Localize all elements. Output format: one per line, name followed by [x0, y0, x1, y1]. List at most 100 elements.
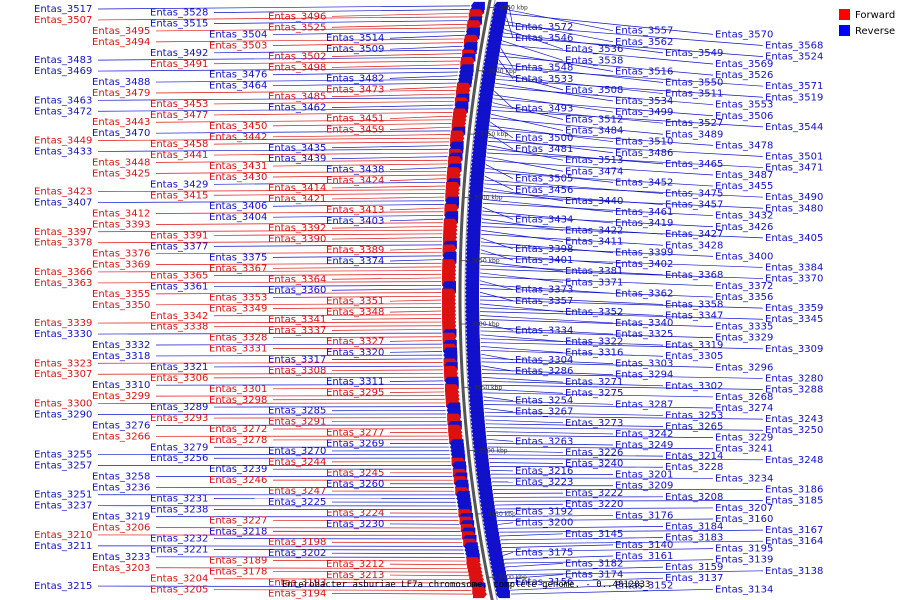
gene-label[interactable]: Entas_3401	[515, 255, 573, 266]
gene-label[interactable]: Entas_3424	[326, 176, 384, 187]
gene-label[interactable]: Entas_3526	[715, 70, 773, 81]
gene-label[interactable]: Entas_3289	[150, 402, 208, 413]
gene-label[interactable]: Entas_3348	[326, 307, 384, 318]
gene-label[interactable]: Entas_3257	[34, 461, 92, 472]
gene-label[interactable]: Entas_3562	[615, 37, 673, 48]
gene-label[interactable]: Entas_3358	[665, 299, 723, 310]
gene-label[interactable]: Entas_3174	[565, 570, 623, 581]
gene-label[interactable]: Entas_3268	[715, 392, 773, 403]
gene-label[interactable]: Entas_3224	[326, 508, 384, 519]
gene-label[interactable]: Entas_3498	[268, 62, 326, 73]
gene-label[interactable]: Entas_3248	[765, 455, 823, 466]
gene-label[interactable]: Entas_3359	[765, 303, 823, 314]
gene-label[interactable]: Entas_3350	[92, 300, 150, 311]
gene-label[interactable]: Entas_3330	[34, 329, 92, 340]
gene-label[interactable]: Entas_3227	[209, 515, 267, 526]
gene-label[interactable]: Entas_3450	[209, 121, 267, 132]
gene-label[interactable]: Entas_3295	[326, 387, 384, 398]
gene-label[interactable]: Entas_3404	[209, 212, 267, 223]
gene-label[interactable]: Entas_3159	[665, 562, 723, 573]
gene-label[interactable]: Entas_3306	[150, 373, 208, 384]
gene-label[interactable]: Entas_3250	[765, 425, 823, 436]
gene-label[interactable]: Entas_3308	[268, 366, 326, 377]
gene-feature[interactable]	[472, 590, 487, 599]
gene-label[interactable]: Entas_3374	[326, 256, 384, 267]
gene-label[interactable]: Entas_3266	[92, 431, 150, 442]
gene-label[interactable]: Entas_3213	[326, 570, 384, 581]
gene-label[interactable]: Entas_3232	[150, 534, 208, 545]
gene-label[interactable]: Entas_3271	[565, 377, 623, 388]
gene-label[interactable]: Entas_3431	[209, 161, 267, 172]
gene-label[interactable]: Entas_3462	[268, 103, 326, 114]
gene-label[interactable]: Entas_3426	[715, 222, 773, 233]
gene-label[interactable]: Entas_3407	[34, 198, 92, 209]
gene-label[interactable]: Entas_3363	[34, 278, 92, 289]
gene-label[interactable]: Entas_3362	[615, 288, 673, 299]
gene-label[interactable]: Entas_3340	[615, 318, 673, 329]
gene-label[interactable]: Entas_3414	[268, 183, 326, 194]
gene-label[interactable]: Entas_3455	[715, 181, 773, 192]
gene-label[interactable]: Entas_3525	[268, 22, 326, 33]
gene-label[interactable]: Entas_3492	[150, 48, 208, 59]
gene-label[interactable]: Entas_3321	[150, 362, 208, 373]
gene-label[interactable]: Entas_3327	[326, 336, 384, 347]
gene-label[interactable]: Entas_3209	[615, 481, 673, 492]
gene-label[interactable]: Entas_3478	[715, 140, 773, 151]
gene-label[interactable]: Entas_3457	[665, 200, 723, 211]
gene-label[interactable]: Entas_3441	[150, 150, 208, 161]
gene-label[interactable]: Entas_3267	[515, 407, 573, 418]
gene-label[interactable]: Entas_3207	[715, 503, 773, 514]
gene-label[interactable]: Entas_3302	[665, 381, 723, 392]
gene-label[interactable]: Entas_3139	[715, 555, 773, 566]
gene-label[interactable]: Entas_3216	[515, 466, 573, 477]
gene-label[interactable]: Entas_3485	[268, 92, 326, 103]
gene-label[interactable]: Entas_3215	[34, 581, 92, 592]
gene-label[interactable]: Entas_3569	[715, 59, 773, 70]
gene-label[interactable]: Entas_3178	[209, 566, 267, 577]
gene-label[interactable]: Entas_3413	[326, 205, 384, 216]
gene-label[interactable]: Entas_3370	[765, 274, 823, 285]
gene-label[interactable]: Entas_3230	[326, 519, 384, 530]
gene-label[interactable]: Entas_3288	[765, 385, 823, 396]
gene-label[interactable]: Entas_3349	[209, 303, 267, 314]
gene-label[interactable]: Entas_3513	[565, 155, 623, 166]
gene-label[interactable]: Entas_3449	[34, 135, 92, 146]
gene-label[interactable]: Entas_3515	[150, 19, 208, 30]
gene-label[interactable]: Entas_3233	[92, 552, 150, 563]
gene-label[interactable]: Entas_3353	[209, 293, 267, 304]
gene-label[interactable]: Entas_3493	[515, 103, 573, 114]
gene-label[interactable]: Entas_3507	[34, 15, 92, 26]
gene-label[interactable]: Entas_3568	[765, 40, 823, 51]
gene-label[interactable]: Entas_3241	[715, 444, 773, 455]
gene-label[interactable]: Entas_3421	[268, 194, 326, 205]
gene-label[interactable]: Entas_3470	[92, 128, 150, 139]
gene-label[interactable]: Entas_3202	[268, 548, 326, 559]
gene-label[interactable]: Entas_3508	[565, 85, 623, 96]
gene-label[interactable]: Entas_3501	[765, 151, 823, 162]
gene-label[interactable]: Entas_3393	[92, 219, 150, 230]
gene-label[interactable]: Entas_3469	[34, 66, 92, 77]
gene-label[interactable]: Entas_3253	[665, 410, 723, 421]
gene-label[interactable]: Entas_3528	[150, 8, 208, 19]
gene-label[interactable]: Entas_3322	[565, 336, 623, 347]
gene-label[interactable]: Entas_3276	[92, 420, 150, 431]
gene-label[interactable]: Entas_3356	[715, 292, 773, 303]
gene-label[interactable]: Entas_3375	[209, 252, 267, 263]
gene-label[interactable]: Entas_3481	[515, 144, 573, 155]
gene-label[interactable]: Entas_3534	[615, 96, 673, 107]
gene-label[interactable]: Entas_3572	[515, 22, 573, 33]
gene-label[interactable]: Entas_3287	[615, 399, 673, 410]
gene-label[interactable]: Entas_3317	[268, 355, 326, 366]
gene-label[interactable]: Entas_3544	[765, 122, 823, 133]
gene-label[interactable]: Entas_3223	[515, 477, 573, 488]
gene-label[interactable]: Entas_3205	[150, 585, 208, 596]
gene-label[interactable]: Entas_3195	[715, 544, 773, 555]
gene-label[interactable]: Entas_3506	[715, 111, 773, 122]
gene-label[interactable]: Entas_3516	[615, 66, 673, 77]
gene-label[interactable]: Entas_3456	[515, 185, 573, 196]
gene-label[interactable]: Entas_3243	[765, 414, 823, 425]
gene-label[interactable]: Entas_3405	[765, 233, 823, 244]
gene-label[interactable]: Entas_3332	[92, 340, 150, 351]
gene-label[interactable]: Entas_3371	[565, 277, 623, 288]
gene-label[interactable]: Entas_3496	[268, 11, 326, 22]
